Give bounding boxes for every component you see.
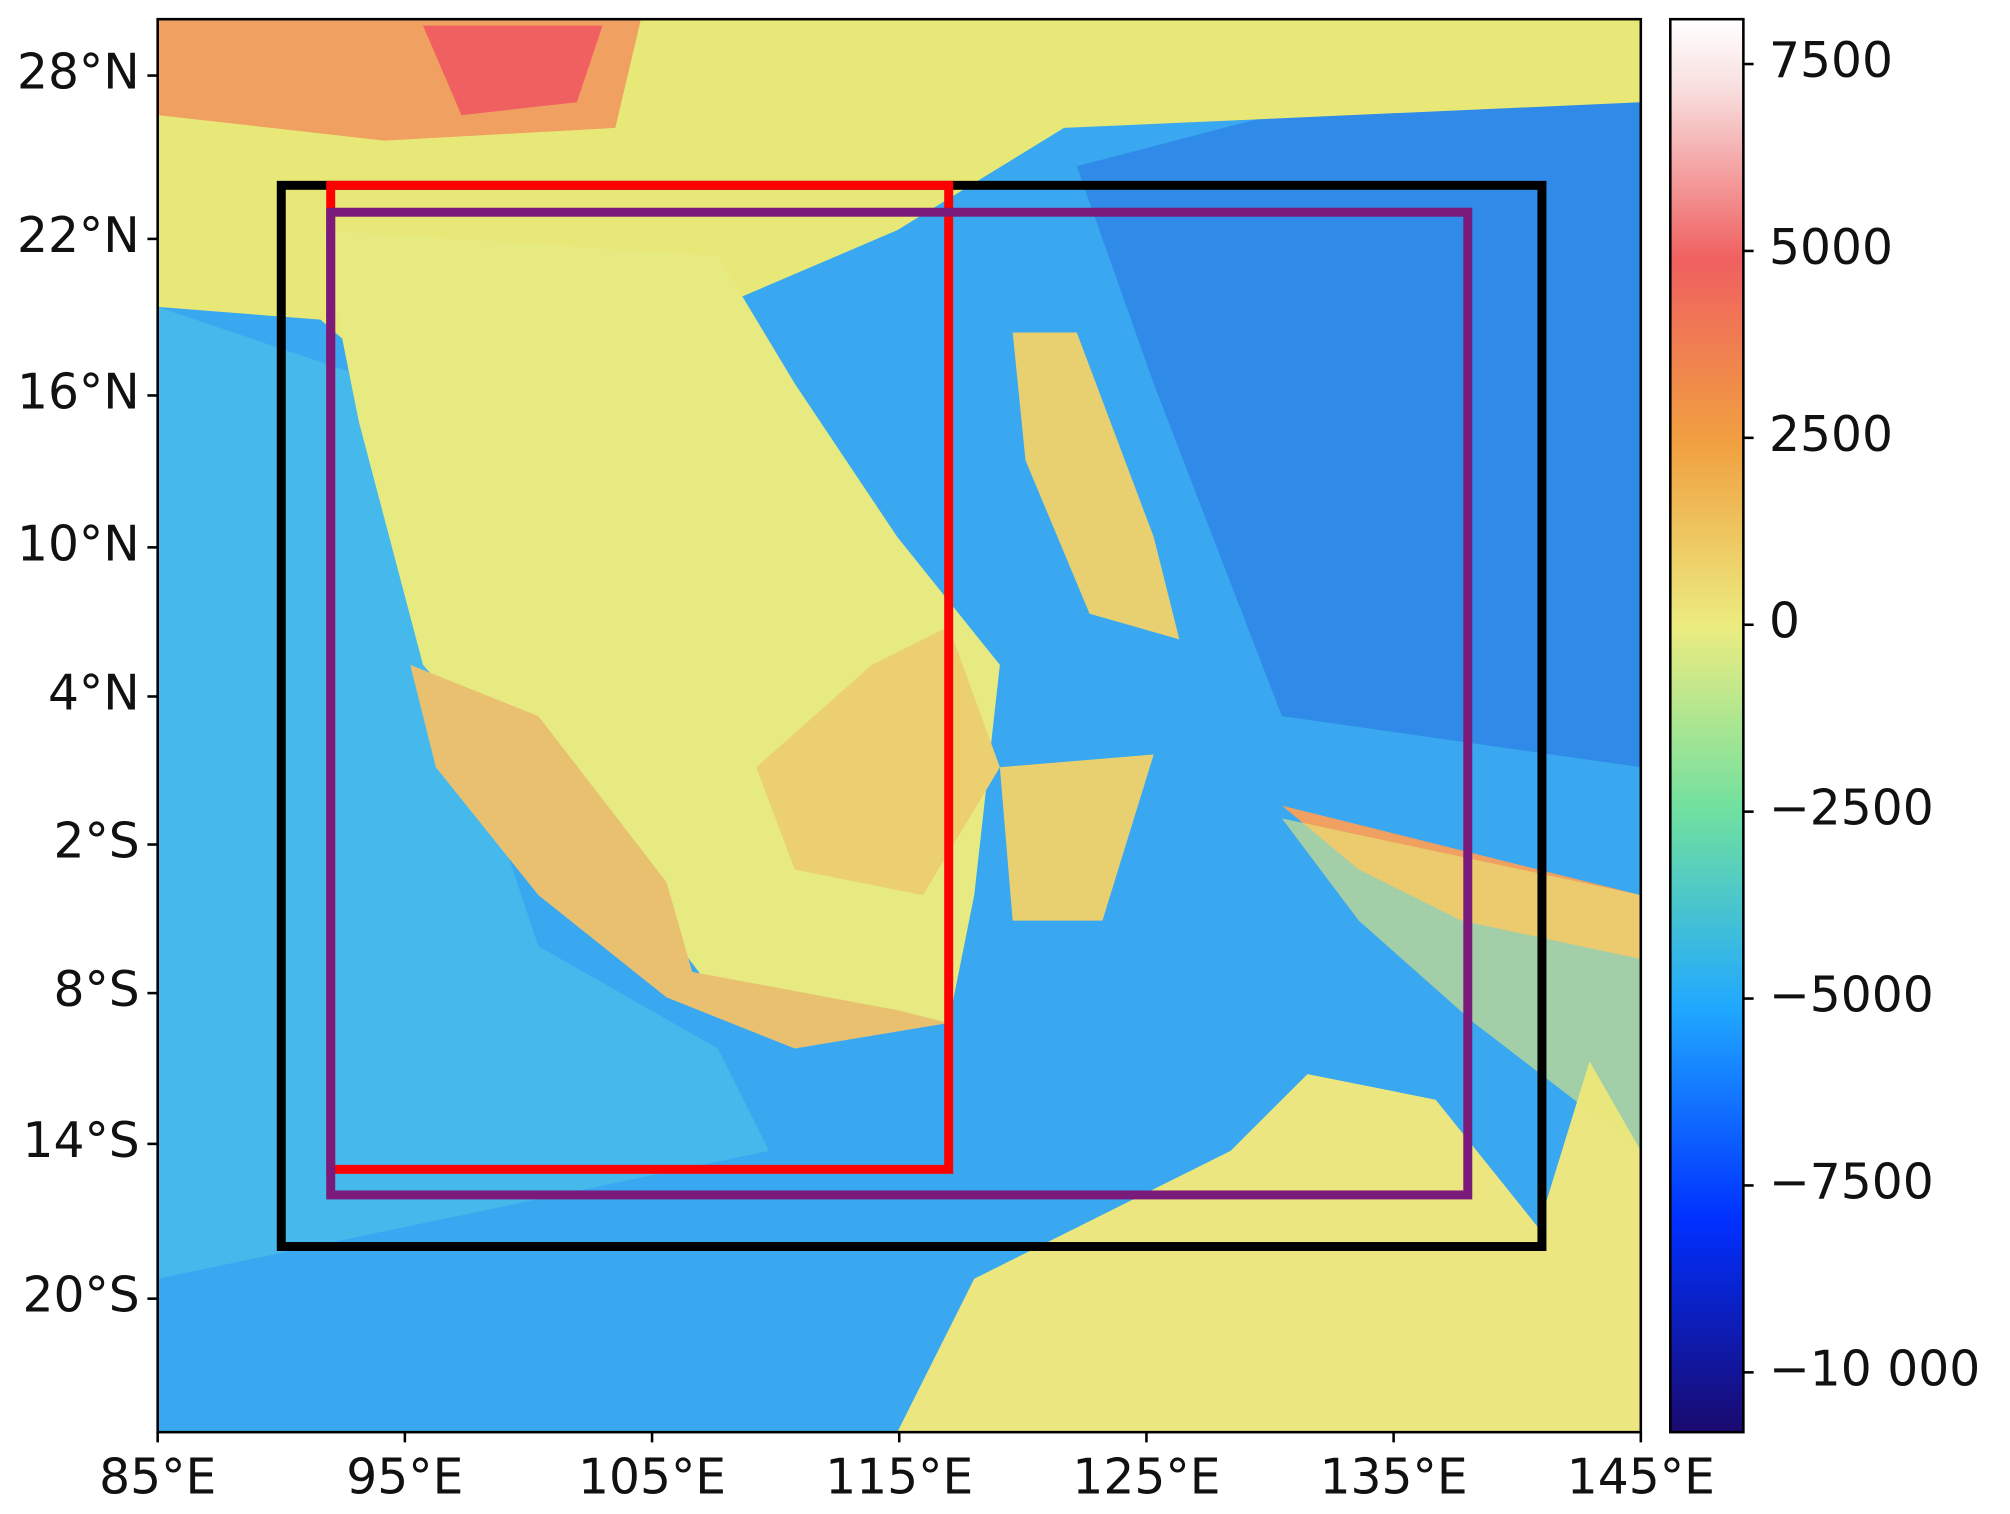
x-tick-label: 105°E	[578, 1450, 726, 1506]
colorbar-tick-label: 2500	[1769, 407, 1893, 463]
terrain	[157, 19, 1641, 1433]
x-tick-label: 135°E	[1320, 1450, 1468, 1506]
y-tick-label: 2°S	[53, 814, 139, 870]
domain-box	[326, 207, 1473, 1200]
y-tick-label: 28°N	[17, 45, 140, 101]
y-tick-label: 20°S	[22, 1268, 139, 1324]
x-tick-label: 85°E	[99, 1450, 216, 1506]
y-tick-label: 8°S	[53, 962, 139, 1018]
colorbar-tick-label: −7500	[1769, 1154, 1934, 1210]
x-tick-label: 115°E	[825, 1450, 973, 1506]
x-tick-label: 95°E	[346, 1450, 463, 1506]
x-tick-label: 125°E	[1072, 1450, 1220, 1506]
y-tick-label: 14°S	[22, 1113, 139, 1169]
colorbar-tick-label: 0	[1769, 594, 1800, 650]
colorbar	[1669, 17, 1745, 1434]
y-tick-label: 4°N	[48, 666, 140, 722]
x-tick-label: 145°E	[1567, 1450, 1715, 1506]
colorbar-tick-label: −5000	[1769, 968, 1934, 1024]
y-tick-label: 22°N	[17, 208, 140, 264]
colorbar-tick-label: 5000	[1769, 220, 1893, 276]
y-tick-label: 16°N	[17, 365, 140, 421]
colorbar-tick-label: −2500	[1769, 781, 1934, 837]
y-tick-label: 10°N	[17, 516, 140, 572]
colorbar-tick-label: −10 000	[1769, 1341, 1980, 1397]
colorbar-tick-label: 7500	[1769, 33, 1893, 89]
